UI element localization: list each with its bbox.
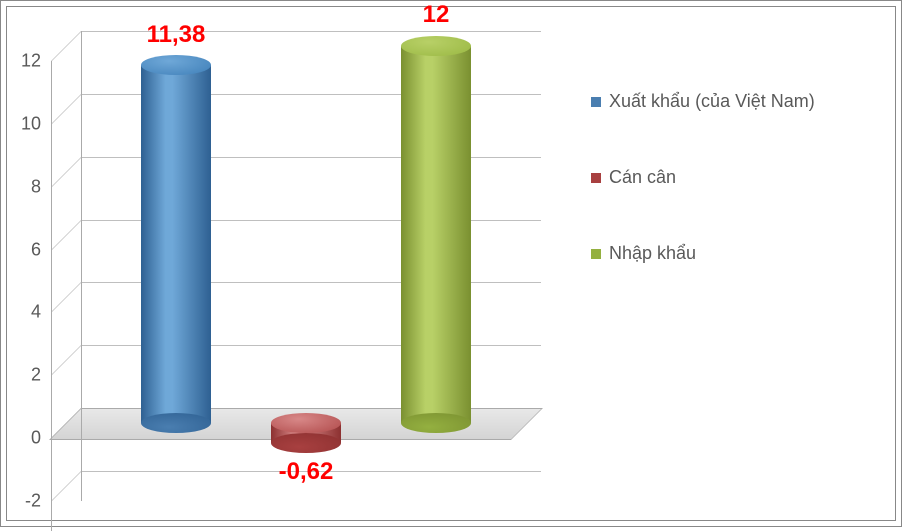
legend-label-import: Nhập khẩu <box>609 243 696 264</box>
legend-marker-export <box>591 97 601 107</box>
y-tick-label: 12 <box>1 51 41 72</box>
y-tick-label: 6 <box>1 239 41 260</box>
data-label: -0,62 <box>256 458 356 486</box>
legend-label-export: Xuất khẩu (của Việt Nam) <box>609 91 815 112</box>
legend-item-export: Xuất khẩu (của Việt Nam) <box>591 91 871 112</box>
legend-marker-balance <box>591 173 601 183</box>
data-label: 11,38 <box>126 21 226 49</box>
y-tick-label: 2 <box>1 365 41 386</box>
legend-item-import: Nhập khẩu <box>591 243 871 264</box>
legend-label-balance: Cán cân <box>609 167 676 188</box>
plot-area: -202468101211,38-0,6212 <box>81 31 541 501</box>
legend-marker-import <box>591 249 601 259</box>
data-label: 12 <box>386 1 486 29</box>
legend-item-balance: Cán cân <box>591 167 871 188</box>
y-tick-label: 0 <box>1 428 41 449</box>
y-tick-label: 4 <box>1 302 41 323</box>
y-tick-label: 8 <box>1 176 41 197</box>
chart-container: -202468101211,38-0,6212 Xuất khẩu (của V… <box>0 0 902 527</box>
y-tick-label: -2 <box>1 491 41 512</box>
y-tick-label: 10 <box>1 113 41 134</box>
legend: Xuất khẩu (của Việt Nam) Cán cân Nhập kh… <box>591 91 871 319</box>
